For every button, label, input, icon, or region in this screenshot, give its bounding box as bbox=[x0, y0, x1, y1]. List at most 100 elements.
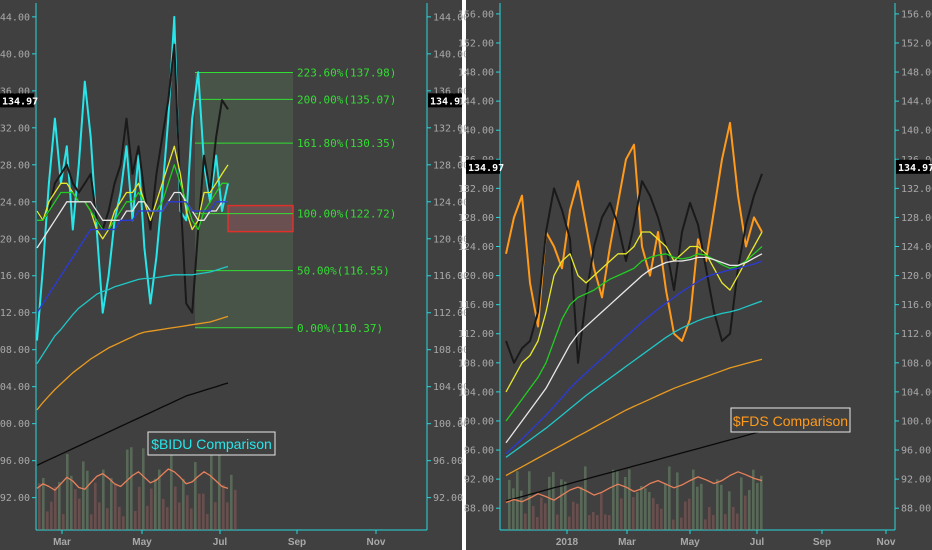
series-line bbox=[505, 358, 763, 477]
series-line bbox=[36, 145, 229, 240]
target-box bbox=[227, 204, 294, 233]
volume-bar bbox=[724, 514, 727, 530]
y-tick-label-right: 116.00 bbox=[901, 300, 932, 311]
x-tick-label: Mar bbox=[618, 537, 636, 548]
volume-bar bbox=[608, 515, 611, 530]
fib-level-label: 200.00%(135.07) bbox=[297, 93, 396, 106]
y-tick-label-left: 128.00 bbox=[0, 160, 30, 171]
volume-bar bbox=[748, 489, 751, 530]
y-tick-label-left: 128.00 bbox=[458, 213, 494, 224]
volume-bar bbox=[612, 469, 615, 530]
volume-bar bbox=[696, 486, 699, 530]
x-tick-label: May bbox=[132, 537, 152, 548]
y-tick-label-right: 104.00 bbox=[901, 387, 932, 398]
volume-bar bbox=[636, 492, 639, 530]
volume-bar bbox=[656, 504, 659, 530]
y-tick-label-left: 140.00 bbox=[458, 126, 494, 137]
volume-bar bbox=[178, 502, 181, 530]
volume-bar bbox=[528, 471, 531, 530]
volume-bar bbox=[146, 505, 149, 530]
volume-bar bbox=[540, 497, 543, 530]
volume-bars bbox=[38, 446, 237, 530]
volume-bar bbox=[744, 495, 747, 530]
volume-bar bbox=[760, 475, 763, 530]
price-label-right-bg bbox=[428, 93, 462, 108]
volume-bar bbox=[58, 482, 61, 530]
volume-bar bbox=[712, 514, 715, 530]
price-label-right: 134.97 bbox=[898, 163, 932, 174]
y-tick-label-right: 112.00 bbox=[901, 329, 932, 340]
volume-bar bbox=[568, 516, 571, 530]
volume-bar bbox=[596, 515, 599, 530]
volume-bar bbox=[680, 517, 683, 530]
y-tick-label-right: 140.00 bbox=[901, 126, 932, 137]
volume-bar bbox=[552, 471, 555, 530]
volume-bar bbox=[234, 489, 237, 530]
volume-bar bbox=[102, 469, 105, 530]
panel-background bbox=[0, 0, 462, 550]
y-tick-label-left: 144.00 bbox=[458, 97, 494, 108]
y-tick-label-left: 120.00 bbox=[458, 271, 494, 282]
volume-bar bbox=[82, 461, 85, 530]
price-label-left-bg bbox=[466, 159, 500, 174]
y-tick-label-left: 140.00 bbox=[0, 49, 30, 60]
x-tick-label: Jul bbox=[213, 537, 228, 548]
volume-bar bbox=[70, 475, 73, 530]
volume-bar bbox=[222, 484, 225, 530]
y-tick-label-right: 148.00 bbox=[901, 68, 932, 79]
volume-bar bbox=[732, 506, 735, 530]
series-line bbox=[505, 121, 763, 342]
volume-bar bbox=[544, 503, 547, 530]
volume-bar bbox=[512, 488, 515, 530]
y-tick-label-left: 116.00 bbox=[458, 300, 494, 311]
fib-level-label: 100.00%(122.72) bbox=[297, 208, 396, 221]
volume-bar bbox=[560, 479, 563, 530]
y-tick-label-right: 96.00 bbox=[901, 446, 931, 457]
comparison-label: $FDS Comparison bbox=[733, 413, 848, 429]
fib-level-label: 0.00%(110.37) bbox=[297, 322, 383, 335]
series-line bbox=[505, 246, 763, 422]
y-tick-label-right: 128.00 bbox=[901, 213, 932, 224]
volume-bar bbox=[644, 488, 647, 530]
panel-background bbox=[466, 0, 932, 550]
y-tick-label-right: 104.00 bbox=[433, 382, 469, 393]
series-line bbox=[505, 253, 763, 444]
y-tick-label-left: 152.00 bbox=[458, 38, 494, 49]
series-line bbox=[36, 468, 229, 491]
volume-bar bbox=[604, 514, 607, 530]
y-tick-label-right: 124.00 bbox=[901, 242, 932, 253]
volume-bar bbox=[600, 493, 603, 530]
volume-bar bbox=[736, 513, 739, 530]
volume-bar bbox=[688, 498, 691, 530]
y-tick-label-left: 104.00 bbox=[0, 382, 30, 393]
y-tick-label-right: 128.00 bbox=[433, 160, 469, 171]
volume-bar bbox=[214, 502, 217, 530]
volume-bar bbox=[756, 482, 759, 530]
price-label-left-bg bbox=[0, 93, 34, 108]
volume-bar bbox=[142, 448, 145, 530]
volume-bar bbox=[46, 511, 49, 530]
volume-bars bbox=[508, 466, 763, 530]
volume-bar bbox=[126, 449, 129, 530]
y-tick-label-right: 132.00 bbox=[433, 123, 469, 134]
volume-bar bbox=[202, 493, 205, 530]
volume-bar bbox=[86, 470, 89, 530]
volume-bar bbox=[536, 517, 539, 530]
volume-bar bbox=[114, 483, 117, 530]
volume-bar bbox=[106, 508, 109, 530]
y-tick-label-right: 92.00 bbox=[901, 475, 931, 486]
volume-bar bbox=[684, 501, 687, 530]
y-tick-label-right: 120.00 bbox=[901, 271, 932, 282]
series-line bbox=[505, 173, 763, 364]
comparison-label-box bbox=[147, 431, 276, 456]
y-tick-label-left: 148.00 bbox=[458, 68, 494, 79]
x-tick-label: Nov bbox=[877, 537, 896, 548]
fib-level-label: 50.00%(116.55) bbox=[297, 265, 390, 278]
volume-bar bbox=[54, 486, 57, 530]
volume-bar bbox=[182, 478, 185, 530]
volume-bar bbox=[652, 498, 655, 530]
volume-bar bbox=[524, 513, 527, 530]
volume-bar bbox=[130, 447, 133, 530]
volume-bar bbox=[640, 485, 643, 530]
